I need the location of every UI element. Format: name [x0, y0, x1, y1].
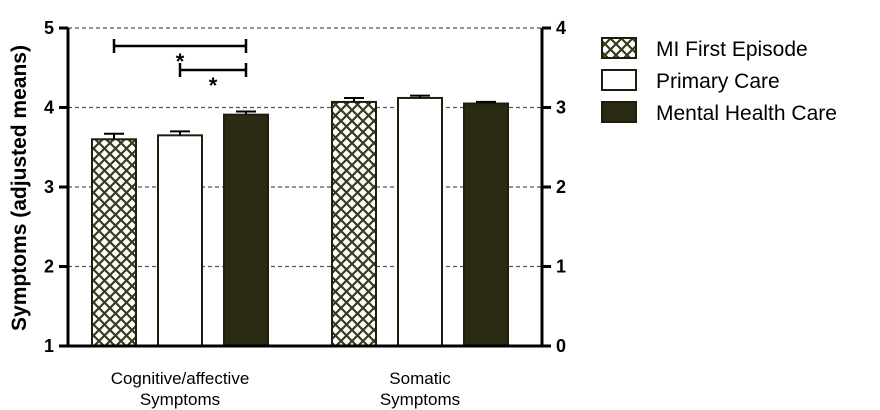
y2-tick-label: 3	[556, 98, 566, 118]
y2-tick-label: 1	[556, 257, 566, 277]
bar	[157, 134, 203, 347]
x-category-label: Cognitive/affective Symptoms	[111, 369, 250, 409]
y-tick-label: 1	[44, 336, 54, 356]
axes	[59, 26, 551, 348]
legend-swatch	[601, 69, 637, 91]
y2-tick-label: 4	[556, 18, 566, 38]
bar	[331, 100, 377, 347]
bar	[397, 96, 443, 347]
significance-star: *	[209, 73, 218, 98]
bar	[91, 138, 137, 347]
legend: MI First Episode Primary Care Mental Healt…	[601, 37, 837, 125]
x-category-label: Somatic Symptoms	[380, 369, 460, 409]
legend-swatch	[601, 37, 637, 59]
x-category-label-line: Symptoms	[140, 390, 220, 409]
significance-markers: **	[112, 39, 248, 98]
bars	[91, 94, 509, 348]
bar	[463, 102, 509, 348]
x-category-label-line: Somatic	[389, 369, 451, 388]
legend-label: Primary Care	[656, 70, 780, 93]
significance-star: *	[176, 49, 185, 74]
y-tick-label: 5	[44, 18, 54, 38]
legend-label: MI First Episode	[656, 38, 808, 61]
y2-tick-label: 2	[556, 177, 566, 197]
y-tick-label: 3	[44, 177, 54, 197]
y-axis-label: Symptoms (adjusted means)	[8, 45, 31, 331]
bar	[223, 113, 269, 347]
y2-tick-label: 0	[556, 336, 566, 356]
y-tick-label: 4	[44, 98, 54, 118]
y-tick-label: 2	[44, 257, 54, 277]
legend-swatch	[601, 101, 637, 123]
x-category-label-line: Cognitive/affective	[111, 369, 250, 388]
x-category-label-line: Symptoms	[380, 390, 460, 409]
legend-label: Mental Health Care	[656, 102, 837, 125]
